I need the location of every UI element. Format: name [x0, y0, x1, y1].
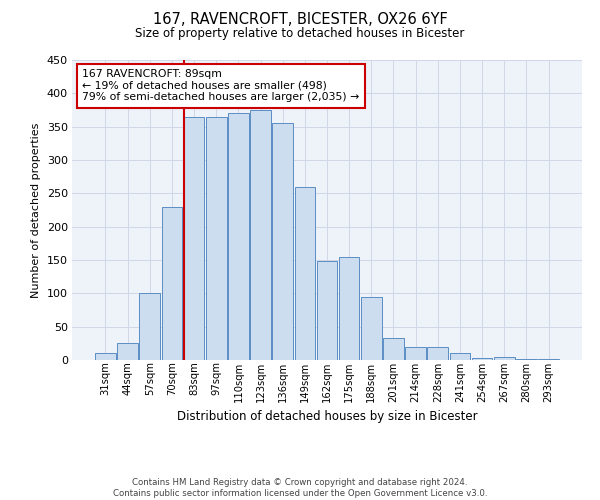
Text: 167, RAVENCROFT, BICESTER, OX26 6YF: 167, RAVENCROFT, BICESTER, OX26 6YF	[152, 12, 448, 28]
X-axis label: Distribution of detached houses by size in Bicester: Distribution of detached houses by size …	[176, 410, 478, 423]
Bar	[295, 186, 315, 360]
Bar	[339, 256, 359, 360]
Bar	[538, 358, 559, 360]
Text: Size of property relative to detached houses in Bicester: Size of property relative to detached ho…	[136, 28, 464, 40]
Bar	[449, 354, 470, 360]
Bar	[228, 114, 248, 360]
Bar	[272, 124, 293, 360]
Bar	[361, 296, 382, 360]
Bar	[427, 346, 448, 360]
Bar	[139, 294, 160, 360]
Y-axis label: Number of detached properties: Number of detached properties	[31, 122, 41, 298]
Bar	[472, 358, 493, 360]
Text: Contains HM Land Registry data © Crown copyright and database right 2024.
Contai: Contains HM Land Registry data © Crown c…	[113, 478, 487, 498]
Bar	[95, 354, 116, 360]
Bar	[383, 338, 404, 360]
Bar	[494, 356, 515, 360]
Bar	[184, 116, 205, 360]
Bar	[406, 346, 426, 360]
Bar	[161, 206, 182, 360]
Bar	[516, 358, 536, 360]
Bar	[118, 344, 138, 360]
Bar	[206, 116, 227, 360]
Text: 167 RAVENCROFT: 89sqm
← 19% of detached houses are smaller (498)
79% of semi-det: 167 RAVENCROFT: 89sqm ← 19% of detached …	[82, 69, 359, 102]
Bar	[250, 110, 271, 360]
Bar	[317, 262, 337, 360]
